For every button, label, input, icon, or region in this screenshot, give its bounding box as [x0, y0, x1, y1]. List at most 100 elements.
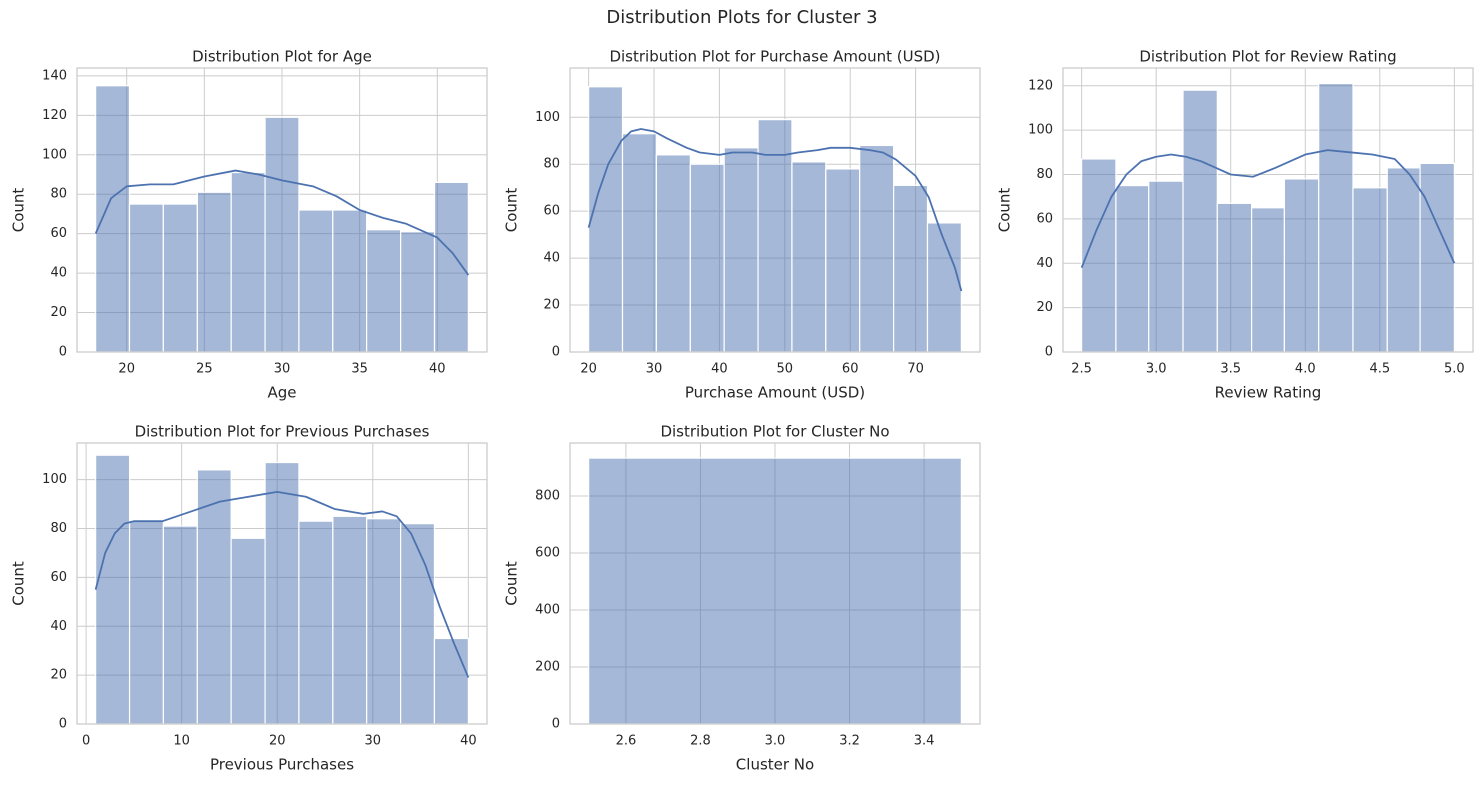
bar: [893, 184, 929, 353]
x-axis-label: Previous Purchases: [210, 756, 354, 774]
x-tick-label: 4.5: [1369, 362, 1390, 377]
bar: [332, 515, 368, 725]
x-tick-label: 0: [82, 734, 90, 749]
bar: [1283, 178, 1320, 353]
axes-frame: [569, 442, 981, 725]
bar: [655, 154, 691, 353]
bar: [1318, 82, 1354, 353]
y-tick-label: 100: [1028, 123, 1053, 138]
y-tick-label: 0: [59, 345, 67, 360]
bar: [1115, 184, 1150, 353]
kde-line: [94, 169, 470, 276]
y-tick-label: 400: [535, 603, 560, 618]
bar: [400, 523, 436, 725]
bar: [366, 229, 402, 353]
x-tick-label: 25: [196, 362, 213, 377]
y-axis-label: Count: [503, 188, 521, 233]
y-tick-label: 140: [42, 68, 67, 83]
bar: [332, 209, 368, 353]
bar: [128, 203, 164, 353]
bar: [791, 161, 827, 353]
bar: [1216, 202, 1253, 353]
bar: [162, 525, 198, 725]
x-tick-label: 5.0: [1444, 362, 1465, 377]
x-tick-label: 60: [842, 362, 859, 377]
bar: [230, 171, 266, 353]
bar: [264, 116, 300, 353]
bar: [95, 85, 131, 353]
bar: [400, 231, 436, 353]
bar: [588, 86, 624, 353]
y-tick-label: 100: [42, 147, 67, 162]
y-tick-label: 200: [535, 660, 560, 675]
axes-frame: [569, 67, 981, 353]
x-tick-label: 50: [777, 362, 794, 377]
bar: [588, 457, 962, 725]
y-tick-label: 20: [50, 668, 67, 683]
bar: [689, 163, 725, 353]
y-tick-label: 60: [1036, 211, 1053, 226]
y-tick-label: 80: [1036, 167, 1053, 182]
x-axis-label: Purchase Amount (USD): [685, 384, 865, 402]
y-axis-label: Count: [503, 561, 521, 606]
x-tick-label: 3.0: [1146, 362, 1167, 377]
bar: [230, 537, 266, 725]
bar: [757, 119, 793, 353]
bar: [298, 209, 334, 353]
x-tick-label: 20: [269, 734, 286, 749]
x-axis-label: Review Rating: [1215, 384, 1322, 402]
chart-title: Distribution Plot for Purchase Amount (U…: [609, 48, 940, 66]
bar: [723, 147, 759, 353]
y-tick-label: 60: [543, 204, 560, 219]
bar: [1352, 187, 1388, 353]
y-tick-label: 80: [50, 187, 67, 202]
y-tick-label: 60: [50, 570, 67, 585]
y-tick-label: 80: [50, 521, 67, 536]
x-tick-label: 3.2: [839, 734, 860, 749]
y-tick-label: 120: [1028, 78, 1053, 93]
y-tick-label: 20: [50, 305, 67, 320]
kde-line: [94, 490, 470, 678]
bar: [859, 144, 895, 353]
x-tick-label: 2.6: [616, 734, 637, 749]
x-tick-label: 20: [118, 362, 135, 377]
x-tick-label: 40: [460, 734, 477, 749]
bar: [1250, 207, 1285, 353]
bar: [1148, 180, 1184, 353]
x-tick-label: 4.0: [1295, 362, 1316, 377]
x-tick-label: 3.5: [1220, 362, 1241, 377]
y-tick-label: 0: [552, 717, 560, 732]
bar: [95, 454, 131, 725]
axes-frame: [1062, 67, 1474, 353]
y-tick-label: 40: [1036, 256, 1053, 271]
y-tick-label: 0: [1045, 345, 1053, 360]
kde-line: [587, 128, 963, 292]
axes-frame: [76, 442, 488, 725]
y-tick-label: 120: [42, 108, 67, 123]
x-axis-label: Cluster No: [736, 756, 814, 774]
y-axis-label: Count: [10, 561, 28, 606]
x-tick-label: 3.4: [914, 734, 935, 749]
bar: [366, 518, 402, 725]
x-tick-label: 30: [274, 362, 291, 377]
y-tick-label: 80: [543, 157, 560, 172]
bar: [128, 520, 164, 725]
y-tick-label: 0: [552, 345, 560, 360]
y-tick-label: 600: [535, 546, 560, 561]
x-tick-label: 2.8: [690, 734, 711, 749]
chart-title: Distribution Plot for Cluster No: [660, 423, 889, 441]
x-tick-label: 70: [907, 362, 924, 377]
bar: [1182, 89, 1218, 353]
bar: [162, 203, 198, 353]
y-tick-label: 800: [535, 489, 560, 504]
x-tick-label: 40: [711, 362, 728, 377]
y-tick-label: 40: [50, 266, 67, 281]
y-tick-label: 40: [543, 251, 560, 266]
axes-frame: [76, 67, 488, 353]
bar: [1386, 167, 1421, 353]
bar: [926, 222, 962, 353]
y-tick-label: 0: [59, 717, 67, 732]
y-tick-label: 40: [50, 619, 67, 634]
y-tick-label: 100: [42, 472, 67, 487]
chart-title: Distribution Plot for Previous Purchases: [135, 423, 430, 441]
